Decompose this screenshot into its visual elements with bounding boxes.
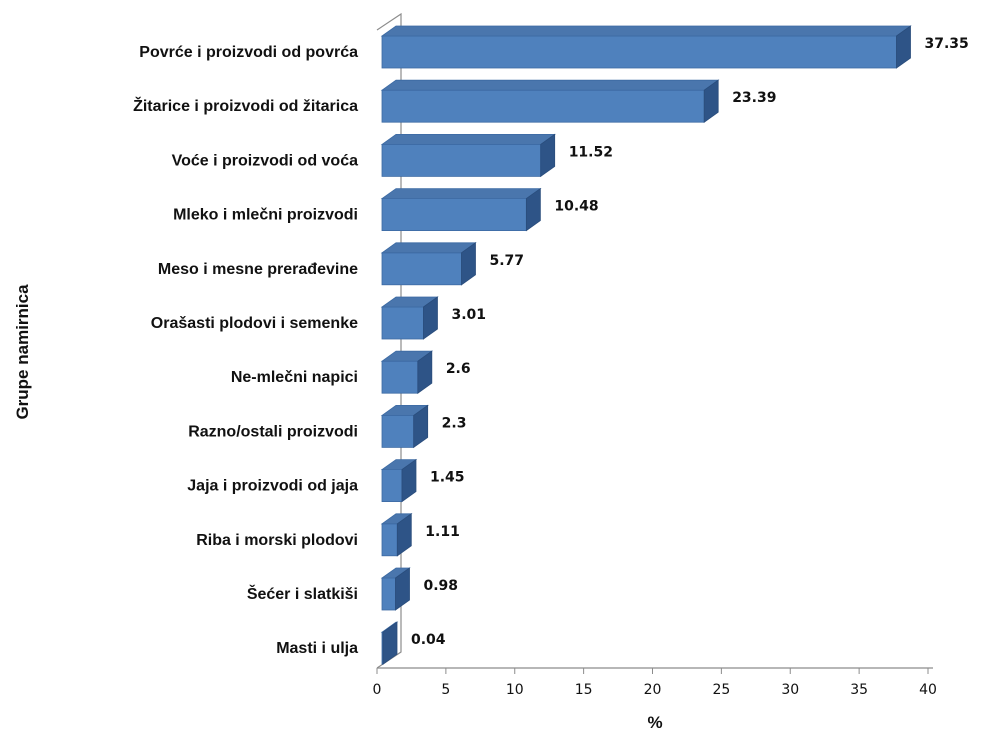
bar-front bbox=[381, 252, 462, 286]
x-axis-title: % bbox=[647, 713, 662, 732]
x-tick-label: 10 bbox=[506, 682, 524, 698]
y-axis-title: Grupe namirnica bbox=[13, 284, 32, 420]
x-tick-label: 40 bbox=[919, 682, 937, 698]
category-label: Mleko i mlečni proizvodi bbox=[173, 207, 358, 224]
category-label: Razno/ostali proizvodi bbox=[188, 423, 358, 440]
bar bbox=[380, 404, 429, 449]
bar-top bbox=[380, 25, 912, 37]
bar-side bbox=[382, 621, 398, 665]
bar-top bbox=[380, 242, 477, 254]
bar-front bbox=[381, 577, 396, 611]
bar bbox=[380, 513, 413, 557]
bar-side bbox=[423, 296, 438, 340]
bar-side bbox=[540, 133, 556, 178]
value-label: 1.11 bbox=[425, 524, 460, 540]
category-label: Povrće i proizvodi od povrća bbox=[139, 44, 358, 61]
bar bbox=[380, 242, 477, 286]
bar-side bbox=[413, 404, 429, 449]
value-label: 37.35 bbox=[924, 36, 968, 52]
value-label: 10.48 bbox=[554, 199, 598, 215]
bar bbox=[380, 350, 434, 394]
category-label: Riba i morski plodovi bbox=[196, 532, 358, 549]
x-tick-label: 5 bbox=[441, 682, 450, 698]
bar bbox=[380, 567, 411, 611]
x-tick-label: 20 bbox=[644, 682, 662, 698]
bar bbox=[380, 133, 556, 178]
bar bbox=[380, 458, 418, 503]
bar-front bbox=[381, 35, 897, 69]
x-tick-label: 30 bbox=[781, 682, 799, 698]
bar-side bbox=[896, 25, 911, 69]
bar-front bbox=[381, 198, 527, 232]
value-label: 0.98 bbox=[423, 578, 458, 594]
bar-top bbox=[380, 188, 542, 200]
bar bbox=[380, 25, 912, 69]
bar-front bbox=[381, 523, 398, 557]
x-tick-label: 0 bbox=[373, 682, 382, 698]
bar bbox=[380, 79, 720, 123]
value-label: 3.01 bbox=[451, 307, 486, 323]
value-label: 0.04 bbox=[411, 632, 446, 648]
x-tick-label: 15 bbox=[575, 682, 593, 698]
bar bbox=[380, 621, 399, 665]
bar-front bbox=[381, 414, 415, 448]
value-label: 5.77 bbox=[489, 253, 524, 269]
category-label: Voće i proizvodi od voća bbox=[172, 152, 359, 169]
category-label: Jaja i proizvodi od jaja bbox=[187, 478, 358, 495]
value-label: 2.3 bbox=[442, 415, 467, 431]
bar-front bbox=[381, 469, 403, 503]
bar-front bbox=[381, 306, 424, 340]
bar-side bbox=[401, 458, 417, 503]
category-label: Meso i mesne prerađevine bbox=[158, 261, 358, 278]
bar-side bbox=[525, 187, 541, 232]
bar-front bbox=[381, 89, 705, 123]
value-label: 2.6 bbox=[446, 361, 471, 377]
bar bbox=[380, 187, 542, 232]
bar-front bbox=[381, 360, 419, 394]
category-label: Šećer i slatkiši bbox=[247, 584, 358, 603]
bar-side bbox=[417, 350, 433, 394]
bar bbox=[380, 296, 439, 340]
x-axis: 0 5 10 15 20 25 30 35 40 bbox=[373, 667, 937, 698]
value-label: 1.45 bbox=[430, 470, 465, 486]
bar-side bbox=[703, 79, 719, 123]
value-label: 23.39 bbox=[732, 90, 776, 106]
bar-side bbox=[395, 567, 410, 611]
category-label: Orašasti plodovi i semenke bbox=[151, 315, 358, 332]
value-label: 11.52 bbox=[569, 144, 613, 160]
x-tick-label: 25 bbox=[712, 682, 730, 698]
bar-front bbox=[381, 143, 542, 177]
category-label: Žitarice i proizvodi od žitarica bbox=[133, 96, 358, 115]
bar-top bbox=[380, 133, 556, 145]
bar-side bbox=[461, 242, 476, 286]
bars-group bbox=[380, 25, 912, 665]
category-label: Masti i ulja bbox=[276, 640, 358, 657]
category-label: Ne-mlečni napici bbox=[231, 369, 358, 386]
x-tick-label: 35 bbox=[850, 682, 868, 698]
bar-top bbox=[380, 79, 720, 91]
category-labels: Povrće i proizvodi od povrća Žitarice i p… bbox=[133, 44, 358, 657]
bar-side bbox=[396, 513, 412, 557]
value-labels: 37.35 23.39 11.52 10.48 5.77 3.01 2.6 2.3 1.45 1.… bbox=[411, 36, 969, 648]
